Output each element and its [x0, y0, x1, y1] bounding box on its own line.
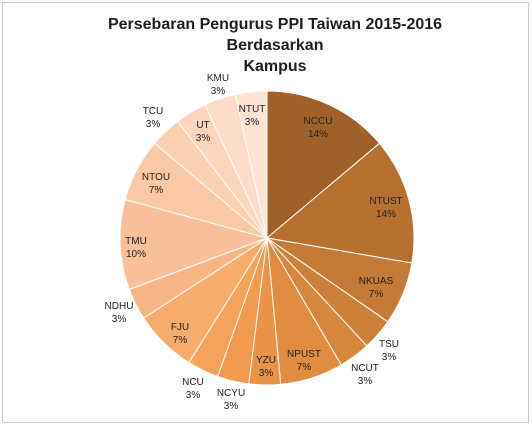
- slice-percent-tcu: 3%: [146, 119, 161, 130]
- slice-percent-yzu: 3%: [259, 368, 274, 379]
- slice-label-ncyu: NCYU: [217, 388, 245, 399]
- slice-label-ncu: NCU: [182, 377, 204, 388]
- slice-percent-ncyu: 3%: [224, 401, 239, 412]
- slice-percent-nkuas: 7%: [369, 289, 384, 300]
- slice-label-npust: NPUST: [287, 349, 321, 360]
- slice-percent-ut: 3%: [196, 133, 211, 144]
- slice-percent-tsu: 3%: [382, 352, 397, 363]
- slice-label-yzu: YZU: [256, 355, 276, 366]
- pie-slice-ntust: [265, 142, 415, 264]
- slice-label-ntou: NTOU: [142, 172, 170, 183]
- slice-percent-ntut: 3%: [245, 117, 260, 128]
- slice-label-tcu: TCU: [143, 106, 164, 117]
- slice-label-tmu: TMU: [125, 236, 147, 247]
- slice-label-ncut: NCUT: [351, 363, 379, 374]
- slice-percent-ncut: 3%: [358, 376, 373, 387]
- slice-percent-tmu: 10%: [126, 249, 146, 260]
- slice-percent-kmu: 3%: [211, 86, 226, 97]
- slice-label-nkuas: NKUAS: [359, 276, 394, 287]
- slice-label-tsu: TSU: [379, 339, 399, 350]
- slice-label-fju: FJU: [171, 322, 189, 333]
- slice-label-ut: UT: [196, 120, 209, 131]
- slice-percent-fju: 7%: [173, 335, 188, 346]
- slice-label-ntust: NTUST: [369, 196, 402, 207]
- chart-title: Persebaran Pengurus PPI Taiwan 2015-2016…: [107, 16, 443, 75]
- slice-percent-ntou: 7%: [149, 185, 164, 196]
- slice-percent-npust: 7%: [297, 362, 312, 373]
- slice-label-ntut: NTUT: [239, 104, 266, 115]
- slice-percent-nccu: 14%: [308, 129, 328, 140]
- slice-percent-ncu: 3%: [186, 390, 201, 401]
- slice-label-nccu: NCCU: [304, 116, 333, 127]
- pie-slice-ntut: [234, 90, 268, 239]
- slice-label-ndhu: NDHU: [105, 301, 134, 312]
- slice-percent-ndhu: 3%: [112, 314, 127, 325]
- pie-slice-tmu: [119, 198, 269, 291]
- pie-slice-nccu: [266, 90, 381, 240]
- slice-label-kmu: KMU: [207, 73, 229, 84]
- slice-percent-ntust: 14%: [376, 209, 396, 220]
